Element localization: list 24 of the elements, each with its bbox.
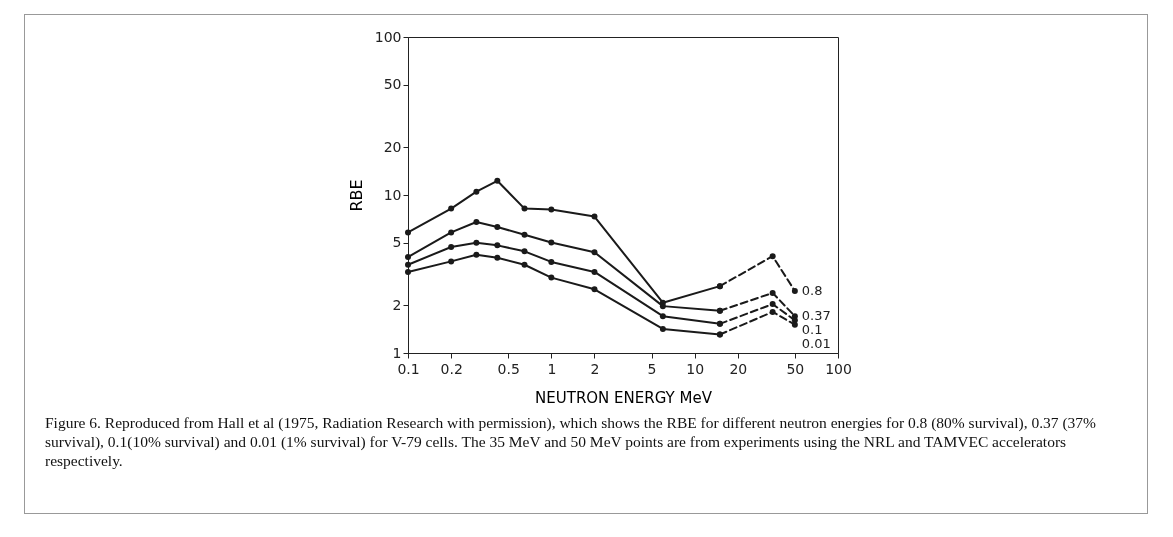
x-tick-label: 50 xyxy=(786,360,805,377)
x-tick-label: 100 xyxy=(825,360,852,377)
series-label: 0.1 xyxy=(801,322,823,338)
series-label: 0.8 xyxy=(801,282,823,298)
y-tick-label: 10 xyxy=(383,186,402,203)
series-label: 0.01 xyxy=(801,336,831,352)
y-tick-label: 5 xyxy=(392,234,402,251)
x-axis-title: NEUTRON ENERGY MeV xyxy=(535,388,713,407)
caption: Figure 6. Reproduced from Hall et al (1975, Radiation Research with permission), which shows the RBE for different neutron energies for 0.8 (80% survival), 0.37 (37% survival), 0.1(10% survival) and 0.01 (1% survival) for V-79 cells. The 35 MeV and 50 MeV points are from experiments using the NRL and TAMVEC accelerators respectively. xyxy=(45,413,1098,470)
y-tick-label: 50 xyxy=(383,76,402,93)
x-tick-label: 2 xyxy=(590,360,600,377)
x-tick-label: 20 xyxy=(729,360,748,377)
x-tick-label: 0.1 xyxy=(397,360,420,377)
series-label: 0.37 xyxy=(801,308,831,324)
x-tick-label: 10 xyxy=(686,360,705,377)
x-tick-label: 0.2 xyxy=(440,360,463,377)
y-axis-title: RBE xyxy=(346,179,366,212)
y-tick-label: 1 xyxy=(392,344,402,361)
y-tick-label: 2 xyxy=(392,296,402,313)
x-tick-label: 1 xyxy=(547,360,557,377)
x-tick-label: 0.5 xyxy=(497,360,520,377)
y-tick-label: 20 xyxy=(383,138,402,155)
x-tick-label: 5 xyxy=(647,360,657,377)
y-tick-label: 100 xyxy=(374,28,402,45)
